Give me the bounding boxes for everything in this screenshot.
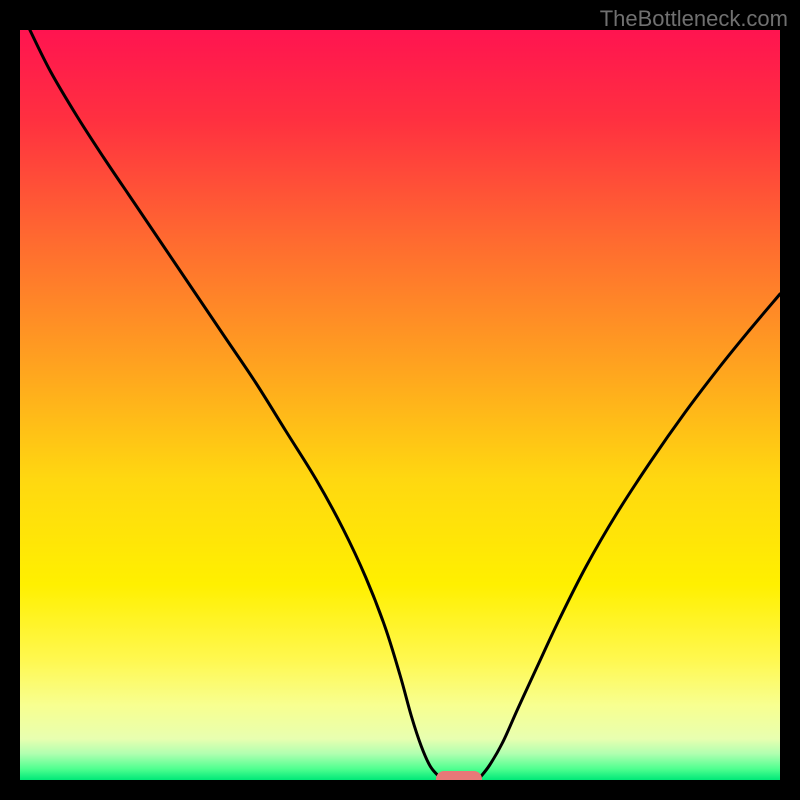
curve-right-branch <box>480 294 780 778</box>
curve-layer <box>20 30 780 780</box>
curve-left-branch <box>30 30 440 778</box>
watermark-text: TheBottleneck.com <box>600 6 788 32</box>
bottleneck-marker <box>436 771 482 781</box>
chart-canvas: TheBottleneck.com <box>0 0 800 800</box>
plot-area <box>20 30 780 780</box>
